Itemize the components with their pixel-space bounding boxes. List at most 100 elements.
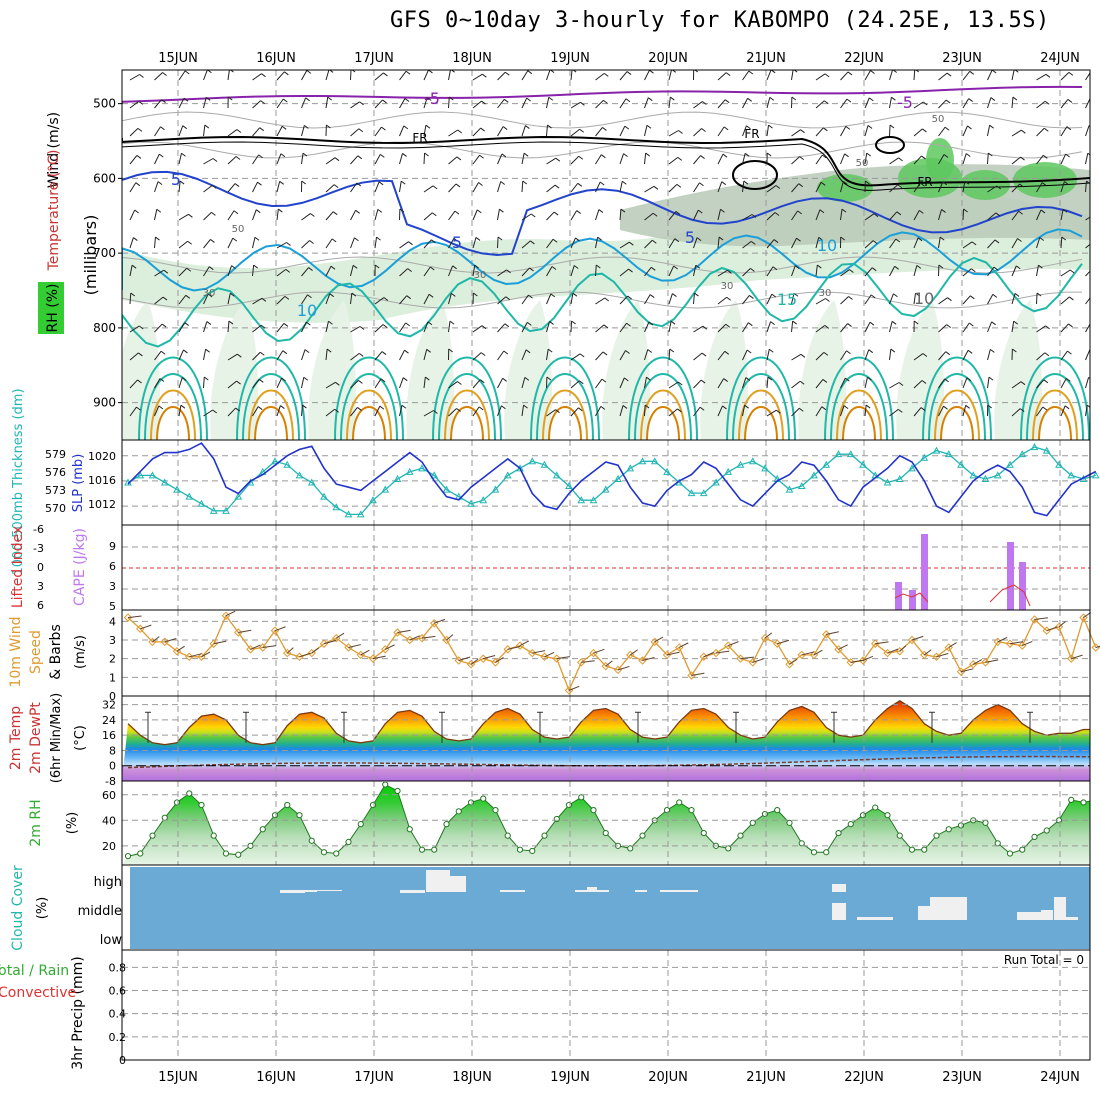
wind-barb (178, 349, 184, 361)
wind-barb-flag (381, 351, 387, 355)
wind-barb-flag (382, 324, 388, 328)
rh-marker (884, 812, 891, 819)
wind-barb (521, 405, 525, 417)
contour-label: 15 (777, 290, 797, 309)
wind-speed-marker (613, 665, 623, 675)
wind-barb (178, 213, 189, 221)
wind-barb-flag (138, 100, 144, 105)
wind-barb (323, 639, 336, 645)
wind-barb-flag (915, 70, 920, 73)
wind-barb-flag (280, 153, 286, 158)
wind-barb (668, 238, 676, 249)
wind-barb (1085, 270, 1090, 277)
wind-barb (840, 350, 847, 361)
wind-barb-flag (603, 99, 608, 104)
wind-barb-flag (624, 125, 630, 130)
wind-barb (840, 181, 844, 193)
rh-marker (810, 849, 818, 856)
wind-barb-flag (326, 124, 331, 129)
wind-barb-flag (137, 379, 142, 384)
pressure-tick-label: 700 (93, 246, 116, 260)
wind-barb-flag (625, 98, 631, 103)
wind-speed-marker (883, 648, 892, 658)
wind-tick-label: 3 (109, 634, 116, 647)
thickness-marker (883, 478, 892, 486)
wind-barb-flag (552, 238, 558, 243)
wind-barb (742, 240, 752, 249)
wind-barb-flag (601, 378, 607, 383)
wind-barb (717, 153, 724, 165)
wind-barb-flag (407, 268, 412, 273)
wind-barb (962, 153, 967, 165)
wind-barb-flag (157, 181, 163, 185)
wind-barb-flag (670, 320, 676, 325)
rh-marker (798, 840, 805, 847)
wind-barb (668, 381, 679, 389)
cloud-bar-high (575, 890, 587, 892)
rh-panel (122, 782, 1090, 865)
wind-speed-marker (748, 658, 757, 667)
wind-barb (1036, 265, 1039, 277)
wind-barb-flag (136, 406, 141, 411)
thickness-marker (393, 474, 402, 482)
wind-speed-marker (405, 635, 414, 645)
wind-barb-flag (969, 322, 974, 327)
wind-barb (325, 157, 336, 165)
wind-barb-flag (281, 377, 286, 382)
wind-barb (497, 209, 500, 221)
wind-barb (423, 294, 430, 305)
wind-speed-marker (160, 637, 169, 647)
wind-barb (815, 73, 826, 81)
wind-barb-flag (159, 378, 165, 382)
wind-barb-flag (452, 265, 457, 270)
rh-marker (872, 804, 879, 811)
wind-barb (840, 377, 846, 389)
temp-contour-10 (122, 228, 1083, 292)
wind-barb-flag (211, 184, 217, 189)
wind-barb (1011, 96, 1014, 109)
wind-barb (938, 237, 941, 249)
wind-barb (546, 157, 557, 165)
wind-barb (840, 269, 850, 277)
temp-contour-loop (1020, 356, 1090, 440)
wind-barb-flag (603, 324, 609, 329)
wind-barb (252, 73, 262, 81)
wind-barb (644, 70, 650, 81)
temp-contour-loop (548, 406, 582, 440)
wind-speed-marker (430, 618, 439, 628)
rh-legend-swatch (38, 282, 64, 334)
wind-barb (742, 349, 748, 361)
wind-speed-marker (993, 637, 1002, 647)
wind-barb-flag (677, 408, 682, 413)
wind-barb-flag (620, 208, 626, 213)
wind-barb (470, 658, 479, 665)
temp-contour-loop (236, 356, 306, 440)
cloud-unit-label: (%) (35, 897, 50, 920)
wind-barb (1060, 405, 1066, 417)
cape-axis-label: CAPE (J/kg) (72, 528, 88, 606)
wind-barb (764, 632, 773, 639)
wind-barb-flag (971, 268, 976, 273)
rh-marker (161, 814, 168, 821)
wind-barb (938, 324, 948, 333)
wind-barb-flag (259, 351, 265, 356)
wind-barb (987, 377, 990, 389)
wind-speed-marker (221, 611, 231, 620)
wind-barb-flag (302, 404, 307, 409)
lifted-index-line (989, 584, 1031, 607)
wind-barb (497, 350, 505, 361)
wind-barb (644, 125, 648, 137)
rh-marker (516, 846, 524, 853)
wind-barb (962, 322, 970, 333)
temp-contour-loop (732, 373, 790, 440)
wind-barb-flag (399, 208, 405, 213)
wind-barb (546, 321, 551, 333)
wind-barb (497, 153, 503, 165)
wind-barb (766, 185, 777, 193)
wind-barb-flag (602, 127, 607, 131)
cloud-bar-middle (1017, 912, 1041, 920)
wind-barb-flag (408, 241, 413, 246)
thickness-marker (528, 457, 537, 465)
wind-barb (448, 156, 458, 165)
temp-contour-loop (248, 389, 294, 440)
